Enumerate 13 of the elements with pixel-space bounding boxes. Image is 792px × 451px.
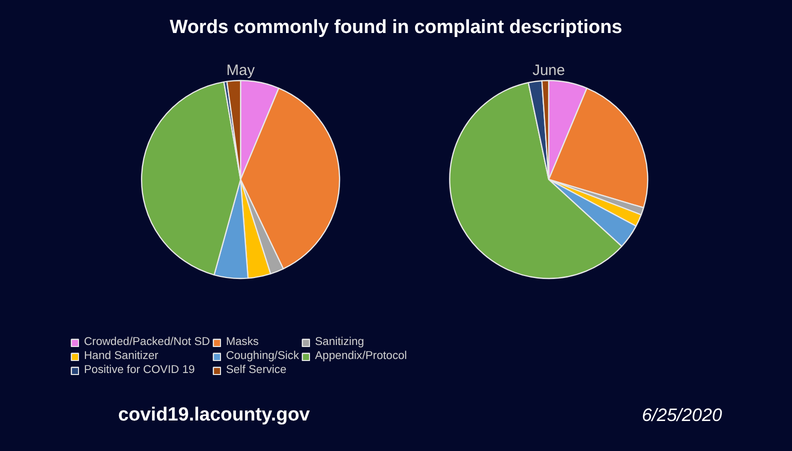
legend-label: Sanitizing <box>314 336 364 348</box>
legend-label: Masks <box>226 336 259 348</box>
text: covid19.lacounty.gov <box>118 404 310 426</box>
chart-subtitle: May <box>226 62 256 80</box>
legend-label: Hand Sanitizer <box>84 350 158 362</box>
legend-label: Positive for COVID 19 <box>84 364 195 376</box>
text: 6/25/2020 <box>642 405 722 426</box>
chart-title: Words commonly found in complaint descriptions <box>170 16 622 40</box>
legend-label: Coughing/Sick <box>226 350 299 362</box>
legend-label: Self Service <box>226 364 286 376</box>
legend-label: Crowded/Packed/Not SD <box>84 336 210 348</box>
legend-label: Appendix/Protocol <box>314 350 407 362</box>
chart-subtitle: June <box>532 62 565 80</box>
